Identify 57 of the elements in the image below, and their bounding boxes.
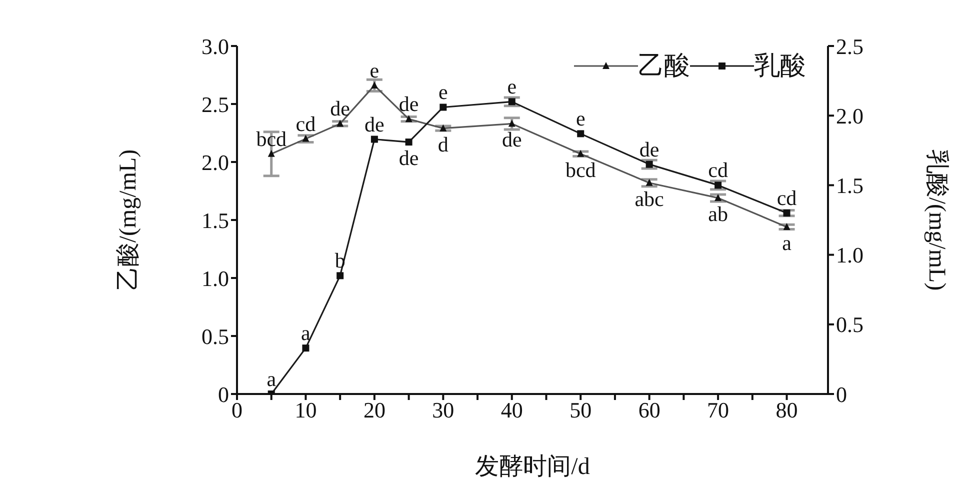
x-tick-label: 10: [294, 398, 317, 423]
y-tick-label: 1.0: [202, 266, 229, 291]
data-label: e: [576, 106, 586, 131]
data-label: de: [364, 112, 384, 136]
data-label: de: [502, 128, 522, 152]
point: [336, 272, 344, 280]
data-label: de: [398, 92, 419, 116]
y2-tick-label: 1.0: [836, 242, 864, 268]
data-label: cd: [296, 112, 316, 136]
data-label: ab: [708, 202, 728, 226]
data-label: d: [438, 132, 449, 156]
y-tick-label: 0: [218, 382, 229, 407]
legend-label: 乙酸: [638, 50, 690, 82]
x-tick-label: 20: [363, 398, 386, 423]
y2-tick-label: 0: [836, 382, 847, 407]
data-label: e: [507, 74, 517, 99]
data-label: a: [301, 321, 312, 346]
x-tick-label: 70: [707, 398, 730, 423]
y-tick-label: 2.0: [202, 150, 229, 175]
y-tick-label: 3.0: [202, 34, 229, 59]
x-axis-title: 发酵时间/d: [475, 454, 590, 480]
y-tick-label: 2.5: [202, 92, 229, 117]
point: [783, 210, 790, 217]
x-tick-label: 30: [432, 398, 454, 423]
y-tick-label: 1.5: [202, 208, 229, 233]
data-label: e: [438, 80, 448, 104]
data-label: bcd: [565, 158, 596, 182]
y2-tick-label: 1.5: [836, 173, 864, 198]
x-tick-label: 60: [638, 398, 660, 423]
data-label: a: [782, 230, 792, 255]
data-label: de: [330, 96, 350, 121]
x-tick-label: 40: [500, 398, 523, 423]
legend-label: 乳酸: [754, 50, 806, 82]
data-label: bcd: [256, 126, 288, 151]
y2-tick-label: 2.5: [836, 34, 864, 59]
point: [440, 104, 447, 111]
data-label: cd: [708, 158, 728, 182]
y2-axis-title: 乳酸/(mg/mL): [923, 149, 950, 291]
data-label: a: [266, 367, 277, 391]
y-tick-label: 0.5: [202, 324, 229, 349]
y2-tick-label: 2.0: [836, 103, 864, 128]
data-label: abc: [634, 186, 664, 211]
x-tick-label: 80: [776, 398, 798, 423]
y2-tick-label: 0.5: [836, 312, 864, 338]
data-label: de: [398, 146, 419, 170]
data-label: de: [639, 137, 660, 162]
point: [508, 98, 516, 106]
point: [302, 344, 310, 352]
data-label: e: [370, 58, 380, 82]
y-axis-title: 乙酸/(mg/mL): [116, 149, 142, 291]
point: [405, 138, 412, 146]
point: [714, 182, 722, 189]
point: [577, 130, 584, 138]
point: [370, 136, 378, 143]
data-label: cd: [776, 186, 798, 210]
x-tick-label: 50: [570, 398, 592, 423]
point: [646, 160, 653, 168]
